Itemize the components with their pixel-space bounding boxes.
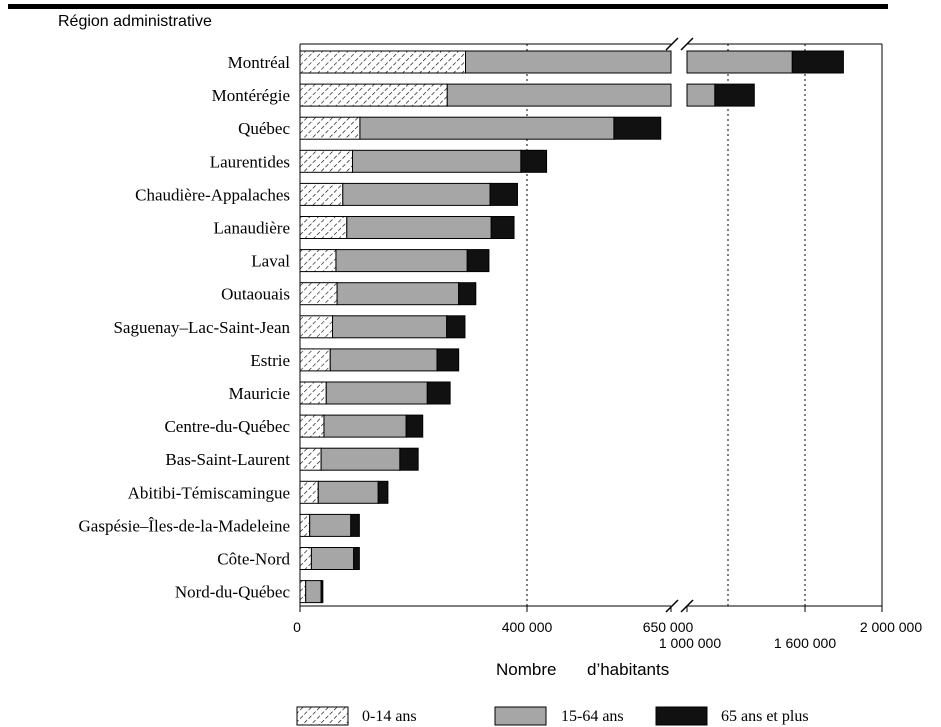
bar-monteregie-0-14-ans (299, 83, 448, 107)
category-label-monteregie: Montérégie (212, 86, 290, 105)
bar-saguenay-lac-saint-jean-15-64-ans (332, 315, 448, 339)
category-label-chaudiere-appalaches: Chaudière-Appalaches (135, 185, 290, 204)
bar-montreal-65-ans-et-plus (791, 50, 844, 74)
y-axis-title: Région administrative (58, 13, 212, 30)
bar-bas-saint-laurent-15-64-ans (320, 447, 401, 471)
bars (299, 50, 844, 604)
legend-swatch-65-plus (655, 706, 708, 726)
bar-cote-nord-65-ans-et-plus (353, 547, 360, 570)
bar-monteregie-65-ans-et-plus (714, 83, 755, 107)
legend-label-0-14: 0-14 ans (362, 708, 417, 725)
bar-quebec-15-64-ans (359, 116, 615, 140)
bar-montreal-0-14-ans (299, 50, 467, 74)
bar-quebec-65-ans-et-plus (613, 116, 662, 140)
bar-gaspesie-iles-de-la-madeleine-65-ans-et-plus (350, 513, 360, 537)
bar-gaspesie-iles-de-la-madeleine-0-14-ans (299, 513, 311, 537)
bar-laval-15-64-ans (335, 249, 468, 273)
category-label-nord-du-quebec: Nord-du-Québec (175, 583, 291, 602)
bar-nord-du-quebec-0-14-ans (299, 580, 307, 604)
bar-estrie-65-ans-et-plus (436, 348, 460, 372)
bar-gaspesie-iles-de-la-madeleine-15-64-ans (309, 513, 352, 537)
bar-abitibi-temiscamingue-15-64-ans (317, 480, 379, 504)
bar-chaudiere-appalaches-0-14-ans (299, 182, 344, 206)
category-labels: Montréal Montérégie Québec Laurentides Chaud… (79, 53, 291, 602)
legend-label-15-64: 15-64 ans (561, 708, 624, 725)
category-label-outaouais: Outaouais (221, 285, 290, 304)
bar-centre-du-quebec-15-64-ans (323, 414, 407, 438)
bar-bas-saint-laurent-0-14-ans (299, 447, 322, 471)
bar-saguenay-lac-saint-jean-65-ans-et-plus (446, 315, 466, 339)
category-label-gaspesie-iles-de-la-madeleine: Gaspésie–Îles-de-la-Madeleine (79, 516, 290, 535)
category-label-estrie: Estrie (250, 351, 290, 370)
bar-saguenay-lac-saint-jean-0-14-ans (299, 315, 334, 339)
x-tick-label-650000: 650 000 (643, 619, 694, 635)
category-label-bas-saint-laurent: Bas-Saint-Laurent (165, 450, 290, 469)
category-label-cote-nord: Côte-Nord (217, 550, 290, 569)
bar-bas-saint-laurent-65-ans-et-plus (399, 447, 419, 471)
x-tick-label-400000: 400 000 (502, 619, 553, 635)
bar-centre-du-quebec-0-14-ans (299, 414, 325, 438)
category-label-laurentides: Laurentides (210, 152, 290, 171)
bar-estrie-15-64-ans (329, 348, 438, 372)
legend-swatch-15-64 (494, 706, 547, 726)
x-tick-label-0: 0 (293, 619, 301, 635)
bar-mauricie-65-ans-et-plus (426, 381, 451, 405)
axis-break-top (665, 34, 694, 54)
category-label-quebec: Québec (238, 119, 290, 138)
category-label-saguenay-lac-saint-jean: Saguenay–Lac-Saint-Jean (113, 318, 290, 337)
bar-mauricie-15-64-ans (325, 381, 428, 405)
bar-cote-nord-0-14-ans (299, 547, 312, 570)
bar-laurentides-65-ans-et-plus (520, 149, 548, 173)
bar-laurentides-15-64-ans (352, 149, 522, 173)
bar-mauricie-0-14-ans (299, 381, 327, 405)
bar-chaudiere-appalaches-65-ans-et-plus (489, 182, 518, 206)
bar-outaouais-65-ans-et-plus (458, 282, 477, 306)
category-label-centre-du-quebec: Centre-du-Québec (164, 417, 290, 436)
bar-lanaudiere-0-14-ans (299, 216, 348, 239)
bar-estrie-0-14-ans (299, 348, 331, 372)
category-label-laval: Laval (251, 252, 290, 271)
legend-label-65-plus: 65 ans et plus (721, 708, 809, 725)
x-axis-title-part-1: Nombre (496, 660, 556, 679)
bar-monteregie-15-64-ans-right (686, 83, 716, 107)
bar-lanaudiere-15-64-ans (346, 216, 492, 239)
bar-nord-du-quebec-65-ans-et-plus (320, 580, 324, 604)
x-tick-label-1000000: 1 000 000 (659, 635, 721, 651)
x-tick-label-1600000: 1 600 000 (774, 635, 836, 651)
bar-laval-65-ans-et-plus (466, 249, 490, 273)
legend-swatch-0-14 (296, 706, 349, 726)
bar-cote-nord-15-64-ans (310, 547, 355, 570)
bar-lanaudiere-65-ans-et-plus (490, 216, 515, 239)
bar-abitibi-temiscamingue-65-ans-et-plus (377, 480, 389, 504)
legend: 0-14 ans 15-64 ans 65 ans et plus (296, 706, 809, 726)
bar-laurentides-0-14-ans (299, 149, 354, 173)
category-label-abitibi-temiscamingue: Abitibi-Témiscamingue (128, 483, 290, 502)
bar-centre-du-quebec-65-ans-et-plus (405, 414, 424, 438)
bar-montreal-15-64-ans-left (465, 50, 672, 74)
x-axis-title-part-2: d’habitants (587, 660, 669, 679)
bar-outaouais-0-14-ans (299, 282, 338, 306)
bar-abitibi-temiscamingue-0-14-ans (299, 480, 319, 504)
category-label-mauricie: Mauricie (229, 384, 290, 403)
category-label-lanaudiere: Lanaudière (214, 219, 290, 238)
bar-chaudiere-appalaches-15-64-ans (342, 182, 491, 206)
category-label-montreal: Montréal (228, 53, 291, 72)
top-rule (8, 4, 888, 9)
bar-outaouais-15-64-ans (336, 282, 460, 306)
x-tick-label-2000000: 2 000 000 (860, 619, 922, 635)
bar-montreal-15-64-ans-right (686, 50, 793, 74)
bar-laval-0-14-ans (299, 249, 337, 273)
bar-nord-du-quebec-15-64-ans (305, 580, 322, 604)
bar-monteregie-15-64-ans-left (446, 83, 672, 107)
bar-quebec-0-14-ans (299, 116, 361, 140)
